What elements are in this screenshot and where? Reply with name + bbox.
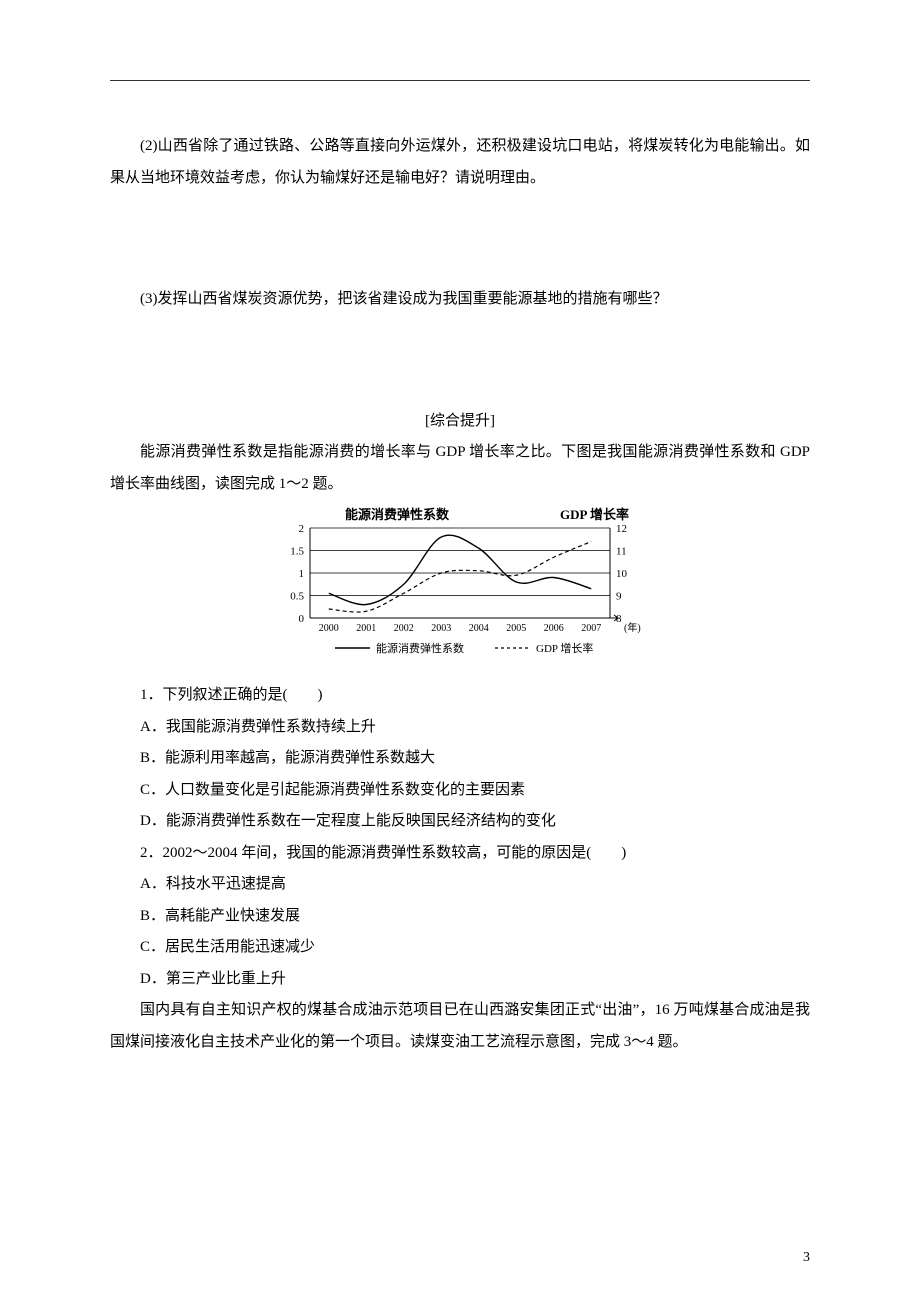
svg-text:12: 12 <box>616 523 627 535</box>
svg-text:能源消费弹性系数: 能源消费弹性系数 <box>345 507 450 522</box>
question-2-text: (2)山西省除了通过铁路、公路等直接向外运煤外，还积极建设坑口电站，将煤炭转化为… <box>110 131 810 194</box>
svg-text:2006: 2006 <box>544 623 564 634</box>
svg-text:2005: 2005 <box>506 623 526 634</box>
svg-text:10: 10 <box>616 568 628 580</box>
tail-paragraph: 国内具有自主知识产权的煤基合成油示范项目已在山西潞安集团正式“出油”，16 万吨… <box>110 995 810 1058</box>
svg-text:11: 11 <box>616 546 627 558</box>
mc-q1-stem: 1．下列叙述正确的是( ) <box>110 680 810 712</box>
mc-q2-option-a: A．科技水平迅速提高 <box>110 869 810 901</box>
mc-q1-option-d: D．能源消费弹性系数在一定程度上能反映国民经济结构的变化 <box>110 806 810 838</box>
intro-paragraph: 能源消费弹性系数是指能源消费的增长率与 GDP 增长率之比。下图是我国能源消费弹… <box>110 437 810 500</box>
svg-text:2002: 2002 <box>394 623 414 634</box>
mc-q1-option-c: C．人口数量变化是引起能源消费弹性系数变化的主要因素 <box>110 775 810 807</box>
svg-text:GDP 增长率: GDP 增长率 <box>536 641 593 655</box>
svg-text:能源消费弹性系数: 能源消费弹性系数 <box>376 641 464 655</box>
header-rule <box>110 80 810 81</box>
question-3-text: (3)发挥山西省煤炭资源优势，把该省建设成为我国重要能源基地的措施有哪些？ <box>110 284 810 316</box>
mc-q1-option-a: A．我国能源消费弹性系数持续上升 <box>110 712 810 744</box>
mc-q2-option-b: B．高耗能产业快速发展 <box>110 901 810 933</box>
svg-text:(年): (年) <box>624 621 641 634</box>
mc-q2-stem: 2．2002～2004 年间，我国的能源消费弹性系数较高，可能的原因是( ) <box>110 838 810 870</box>
svg-text:2000: 2000 <box>319 623 339 634</box>
svg-text:2003: 2003 <box>431 623 451 634</box>
energy-chart: 能源消费弹性系数GDP 增长率00.511.528910111220002001… <box>265 506 655 676</box>
svg-text:1.5: 1.5 <box>290 546 304 558</box>
page-number: 3 <box>803 1243 810 1272</box>
mc-q2-option-c: C．居民生活用能迅速减少 <box>110 932 810 964</box>
mc-q2-option-d: D．第三产业比重上升 <box>110 964 810 996</box>
svg-text:0.5: 0.5 <box>290 591 304 603</box>
svg-text:0: 0 <box>299 613 305 625</box>
svg-text:2: 2 <box>299 523 305 535</box>
answer-space-q3 <box>110 316 810 406</box>
svg-text:1: 1 <box>299 568 305 580</box>
section-label: [综合提升] <box>110 406 810 438</box>
mc-q1-option-b: B．能源利用率越高，能源消费弹性系数越大 <box>110 743 810 775</box>
svg-text:2004: 2004 <box>469 623 489 634</box>
svg-text:GDP 增长率: GDP 增长率 <box>560 507 629 522</box>
answer-space-q2 <box>110 194 810 284</box>
svg-text:2001: 2001 <box>356 623 376 634</box>
svg-text:2007: 2007 <box>581 623 601 634</box>
svg-text:9: 9 <box>616 591 622 603</box>
